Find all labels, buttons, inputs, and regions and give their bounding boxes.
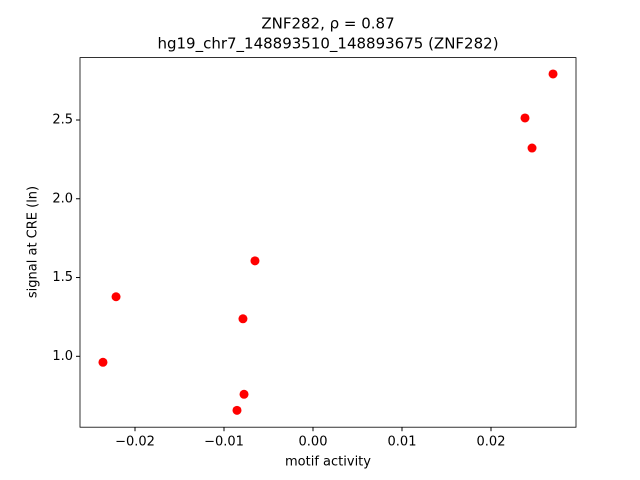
x-axis-label: motif activity — [285, 455, 371, 470]
x-tick-label: −0.02 — [115, 435, 155, 450]
y-tick-label: 1.0 — [52, 349, 73, 364]
point — [520, 113, 530, 123]
point — [527, 143, 537, 153]
y-tick-label: 2.0 — [52, 191, 73, 206]
chart-title: ZNF282, ρ = 0.87 — [261, 15, 394, 33]
point — [548, 69, 558, 79]
x-tick-label: 0.02 — [477, 435, 506, 450]
point — [98, 357, 108, 367]
plot-frame — [79, 57, 577, 428]
x-tick-label: 0.01 — [388, 435, 417, 450]
point — [239, 389, 249, 399]
y-tick-label: 2.5 — [52, 112, 73, 127]
point — [111, 292, 121, 302]
y-axis-label: signal at CRE (ln) — [26, 186, 41, 298]
x-tick-label: −0.01 — [204, 435, 244, 450]
chart-subtitle: hg19_chr7_148893510_148893675 (ZNF282) — [157, 35, 498, 54]
point — [238, 314, 248, 324]
y-tick-label: 1.5 — [52, 270, 73, 285]
x-tick-label: 0.00 — [299, 435, 328, 450]
point — [232, 405, 242, 415]
point — [250, 256, 260, 266]
